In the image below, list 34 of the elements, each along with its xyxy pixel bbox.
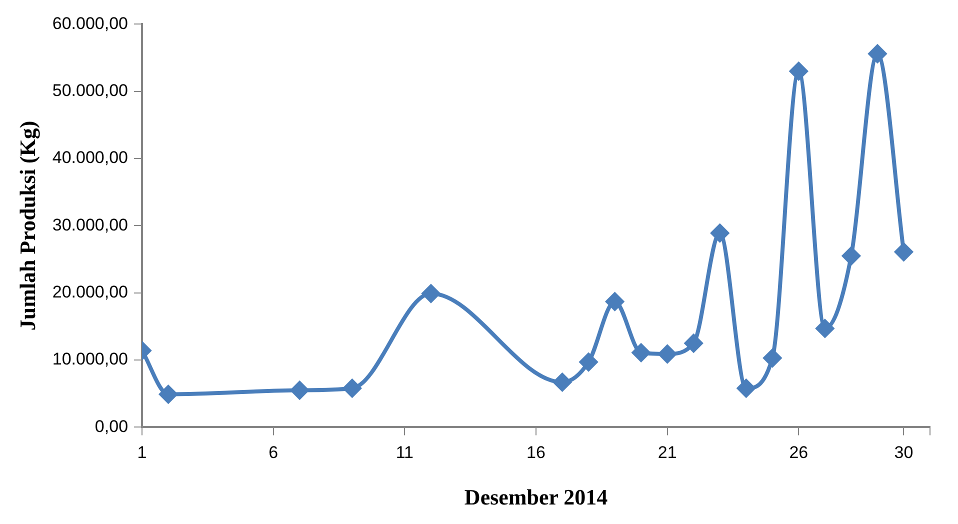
y-tick-label: 50.000,00	[52, 81, 128, 100]
y-tick-label: 10.000,00	[52, 350, 128, 369]
x-tick-label: 11	[396, 443, 414, 462]
point	[159, 385, 178, 404]
point	[894, 242, 913, 261]
point	[606, 292, 624, 311]
x-tick-label: 21	[658, 443, 677, 462]
point	[632, 344, 650, 362]
point	[553, 373, 572, 392]
y-tick-label: 20.000,00	[52, 282, 128, 302]
point	[790, 62, 808, 80]
x-tick-label: 16	[526, 443, 546, 462]
point	[816, 319, 834, 338]
point	[763, 349, 782, 368]
y-tick-label: 30.000,00	[52, 215, 128, 234]
x-tick-label: 1	[137, 443, 147, 462]
point	[868, 44, 886, 63]
point	[737, 379, 756, 398]
point	[710, 224, 729, 242]
y-tick-label: 60.000,00	[52, 14, 128, 33]
x-tick-label: 6	[268, 443, 278, 462]
point	[422, 284, 440, 303]
x-tick-label: 26	[789, 443, 808, 462]
x-axis-title: Desember 2014	[464, 484, 608, 510]
point	[842, 246, 860, 265]
y-axis-title: Jumlah Produksi (Kg)	[14, 120, 40, 331]
point	[684, 334, 703, 352]
point	[658, 344, 676, 363]
point	[290, 381, 309, 400]
point	[580, 353, 598, 372]
x-tick-label: 30	[894, 443, 914, 462]
y-tick-label: 0,00	[94, 416, 128, 436]
point	[343, 379, 362, 398]
y-tick-label: 40.000,00	[52, 148, 128, 168]
